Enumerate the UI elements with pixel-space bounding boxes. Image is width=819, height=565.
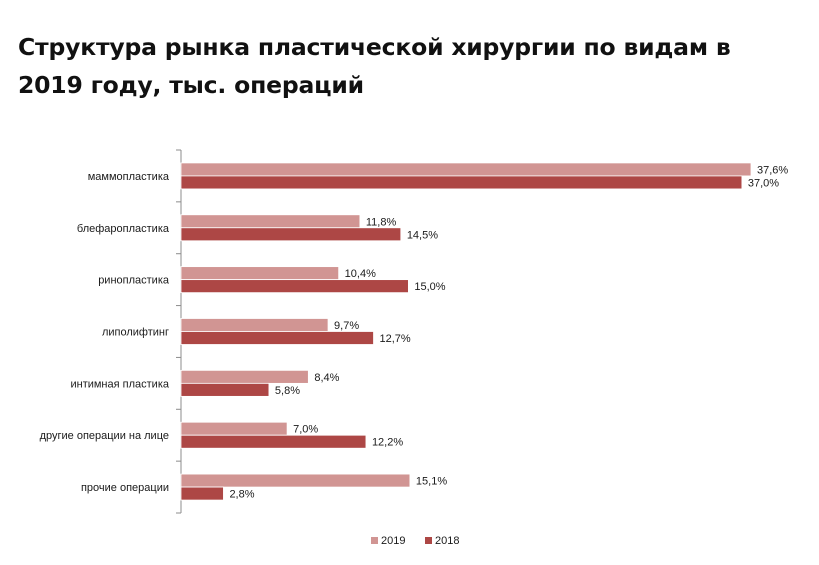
bar-2019 [180,318,329,332]
bar-2018 [180,279,409,294]
bar-2019 [180,266,340,281]
bar-2019 [180,369,309,384]
data-label: 14,5% [407,229,438,241]
legend-swatch-2019 [371,537,378,544]
category-label: маммопластика [88,171,170,183]
category-label: ринопластика [98,275,170,287]
data-label: 15,1% [416,476,447,488]
category-label: блефаропластика [77,223,170,235]
data-label: 37,0% [748,177,779,189]
data-label: 7,0% [293,424,318,436]
data-label: 9,7% [334,320,359,332]
data-label: 37,6% [757,164,788,176]
data-label: 2,8% [229,489,254,501]
bar-2019 [180,214,361,229]
legend-swatch-2018 [425,537,432,544]
bar-2018 [180,227,402,242]
data-label: 8,4% [314,372,339,384]
data-label: 10,4% [345,268,376,280]
bar-2018 [180,486,224,501]
category-label: другие операции на лице [40,430,169,442]
data-label: 12,2% [372,437,403,449]
bar-2018 [180,434,367,449]
chart-title: Структура рынка пластической хирургии по… [18,33,731,99]
bar-2019 [180,473,411,488]
data-label: 11,8% [366,216,397,228]
data-label: 12,7% [380,333,411,345]
bar-2018 [180,175,743,190]
bar-2019 [180,162,752,177]
data-label: 15,0% [414,281,445,293]
category-label: липолифтинг [102,327,169,339]
category-label: прочие операции [81,482,169,494]
bar-2019 [180,421,288,436]
bar-2018 [180,331,374,345]
category-label: интимная пластика [70,378,169,390]
data-label: 5,8% [275,385,300,397]
bar-2018 [180,382,270,397]
legend-label: 2019 [381,535,405,547]
legend-label: 2018 [435,535,459,547]
